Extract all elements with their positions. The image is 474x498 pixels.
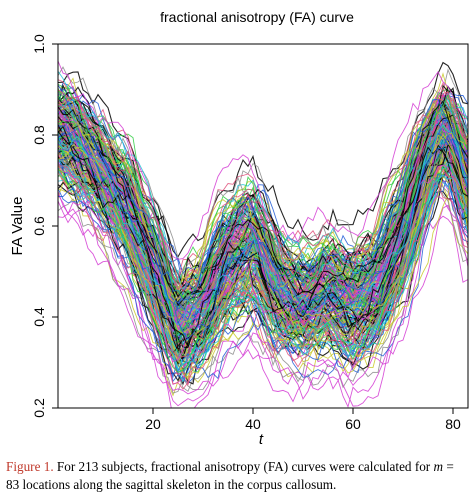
caption-math: m [433, 459, 444, 474]
fa-curve [58, 87, 468, 278]
fa-curve [58, 165, 468, 387]
fa-curve [58, 86, 468, 291]
x-tick-label: 60 [345, 416, 361, 432]
x-axis-label: t [259, 431, 264, 448]
fa-curve [58, 158, 468, 375]
fa-curve [58, 161, 468, 363]
x-tick-label: 80 [445, 416, 461, 432]
y-axis: 0.2 0.4 0.6 0.8 1.0 [31, 34, 58, 418]
x-tick-label: 20 [145, 416, 161, 432]
x-tick-label: 40 [245, 416, 261, 432]
fa-curve [58, 191, 468, 408]
y-tick-label: 1.0 [31, 34, 47, 54]
caption-text-after: = 83 locations along the sagittal skelet… [6, 459, 454, 492]
y-tick-label: 0.4 [31, 307, 47, 327]
fa-curve [58, 85, 468, 301]
fa-curve [58, 164, 468, 373]
fa-curve [58, 113, 468, 307]
fa-curve [58, 195, 468, 400]
fa-curve [58, 84, 468, 301]
fa-curve [58, 127, 468, 337]
y-tick-label: 0.2 [31, 398, 47, 418]
fa-curve [58, 125, 468, 340]
caption-lead: Figure 1. [6, 459, 54, 474]
fa-curve [58, 60, 468, 260]
fa-curve [58, 98, 468, 319]
fa-curve [58, 91, 468, 293]
fa-curve [58, 172, 468, 375]
figure-caption: Figure 1. For 213 subjects, fractional a… [6, 458, 470, 494]
fa-curve-chart: fractional anisotropy (FA) curve 20 40 60 8… [9, 9, 469, 448]
fa-curve [58, 150, 468, 358]
curve-group [58, 60, 468, 408]
fa-curve [58, 125, 468, 349]
y-tick-label: 0.8 [31, 125, 47, 145]
x-axis: 20 40 60 80 [145, 408, 461, 432]
fa-curve [58, 167, 468, 392]
y-tick-label: 0.6 [31, 216, 47, 236]
chart-title: fractional anisotropy (FA) curve [160, 9, 354, 25]
fa-curve [58, 178, 468, 394]
y-axis-label: FA Value [9, 197, 26, 256]
fa-curve [58, 158, 468, 371]
fa-curve [58, 164, 468, 357]
fa-curve [58, 124, 468, 326]
fa-curve [58, 106, 468, 299]
caption-text-before: For 213 subjects, fractional anisotropy … [53, 459, 434, 474]
